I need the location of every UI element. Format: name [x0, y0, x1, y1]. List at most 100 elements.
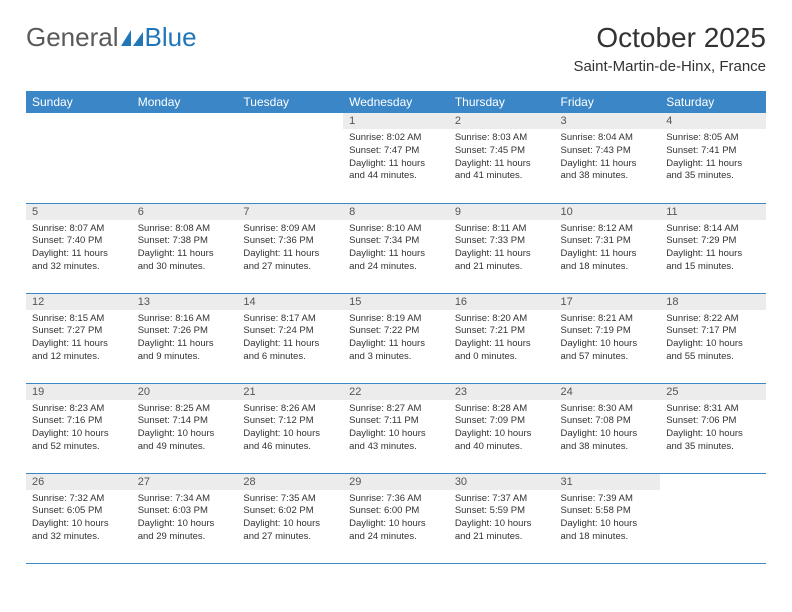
- weekday-header: Saturday: [660, 91, 766, 113]
- day-number: 11: [660, 204, 766, 220]
- calendar-cell: 23Sunrise: 8:28 AMSunset: 7:09 PMDayligh…: [449, 383, 555, 473]
- sunrise-text: Sunrise: 8:07 AM: [32, 223, 126, 236]
- daylight-text-2: and 24 minutes.: [349, 261, 443, 274]
- calendar-cell: 11Sunrise: 8:14 AMSunset: 7:29 PMDayligh…: [660, 203, 766, 293]
- daylight-text-2: and 49 minutes.: [138, 441, 232, 454]
- day-number: 6: [132, 204, 238, 220]
- calendar-cell: 26Sunrise: 7:32 AMSunset: 6:05 PMDayligh…: [26, 473, 132, 563]
- daylight-text-1: Daylight: 11 hours: [455, 158, 549, 171]
- daylight-text-2: and 29 minutes.: [138, 531, 232, 544]
- day-number: 28: [237, 474, 343, 490]
- day-number: 23: [449, 384, 555, 400]
- sunset-text: Sunset: 6:00 PM: [349, 505, 443, 518]
- sunrise-text: Sunrise: 8:30 AM: [561, 403, 655, 416]
- daylight-text-1: Daylight: 10 hours: [243, 518, 337, 531]
- calendar-cell: 28 Sunrise: 7:35 AMSunset: 6:02 PMDayligh…: [237, 473, 343, 563]
- daylight-text-1: Daylight: 10 hours: [666, 338, 760, 351]
- daylight-text-1: Daylight: 11 hours: [666, 248, 760, 261]
- sunset-text: Sunset: 5:58 PM: [561, 505, 655, 518]
- daylight-text-1: Daylight: 10 hours: [455, 518, 549, 531]
- calendar-table: SundayMondayTuesdayWednesdayThursdayFrid…: [26, 91, 766, 564]
- calendar-cell: 31Sunrise: 7:39 AMSunset: 5:58 PMDayligh…: [555, 473, 661, 563]
- day-data: Sunrise: 8:20 AMSunset: 7:21 PMDaylight:…: [449, 310, 555, 368]
- daylight-text-1: Daylight: 10 hours: [32, 428, 126, 441]
- calendar-cell: 21Sunrise: 8:26 AMSunset: 7:12 PMDayligh…: [237, 383, 343, 473]
- daylight-text-2: and 18 minutes.: [561, 531, 655, 544]
- daylight-text-1: Daylight: 10 hours: [561, 338, 655, 351]
- day-number: 27: [132, 474, 238, 490]
- daylight-text-2: and 18 minutes.: [561, 261, 655, 274]
- weekday-header: Sunday: [26, 91, 132, 113]
- sunset-text: Sunset: 6:05 PM: [32, 505, 126, 518]
- calendar-cell: 17Sunrise: 8:21 AMSunset: 7:19 PMDayligh…: [555, 293, 661, 383]
- weekday-header: Monday: [132, 91, 238, 113]
- daylight-text-1: Daylight: 11 hours: [32, 338, 126, 351]
- sunrise-text: Sunrise: 8:16 AM: [138, 313, 232, 326]
- daylight-text-2: and 40 minutes.: [455, 441, 549, 454]
- day-data: Sunrise: 8:22 AMSunset: 7:17 PMDaylight:…: [660, 310, 766, 368]
- sunrise-text: Sunrise: 8:04 AM: [561, 132, 655, 145]
- daylight-text-2: and 41 minutes.: [455, 170, 549, 183]
- calendar-cell: 16Sunrise: 8:20 AMSunset: 7:21 PMDayligh…: [449, 293, 555, 383]
- daylight-text-2: and 57 minutes.: [561, 351, 655, 364]
- day-number: 2: [449, 113, 555, 129]
- day-number: 20: [132, 384, 238, 400]
- daylight-text-2: and 30 minutes.: [138, 261, 232, 274]
- calendar-cell: 29Sunrise: 7:36 AMSunset: 6:00 PMDayligh…: [343, 473, 449, 563]
- daylight-text-1: Daylight: 10 hours: [666, 428, 760, 441]
- day-number: 14: [237, 294, 343, 310]
- sunrise-text: Sunrise: 7:35 AM: [243, 493, 337, 506]
- calendar-cell: 25Sunrise: 8:31 AMSunset: 7:06 PMDayligh…: [660, 383, 766, 473]
- day-number: 30: [449, 474, 555, 490]
- calendar-cell: 27Sunrise: 7:34 AMSunset: 6:03 PMDayligh…: [132, 473, 238, 563]
- month-title: October 2025: [573, 22, 766, 54]
- calendar-week-row: 12Sunrise: 8:15 AMSunset: 7:27 PMDayligh…: [26, 293, 766, 383]
- calendar-week-row: 19Sunrise: 8:23 AMSunset: 7:16 PMDayligh…: [26, 383, 766, 473]
- calendar-cell: 13Sunrise: 8:16 AMSunset: 7:26 PMDayligh…: [132, 293, 238, 383]
- day-data: Sunrise: 8:16 AMSunset: 7:26 PMDaylight:…: [132, 310, 238, 368]
- weekday-header: Friday: [555, 91, 661, 113]
- title-block: October 2025 Saint-Martin-de-Hinx, Franc…: [573, 22, 766, 75]
- daylight-text-2: and 15 minutes.: [666, 261, 760, 274]
- day-number: 13: [132, 294, 238, 310]
- daylight-text-2: and 46 minutes.: [243, 441, 337, 454]
- daylight-text-2: and 27 minutes.: [243, 531, 337, 544]
- day-data: Sunrise: 8:10 AMSunset: 7:34 PMDaylight:…: [343, 220, 449, 278]
- sunset-text: Sunset: 7:38 PM: [138, 235, 232, 248]
- calendar-cell: 30Sunrise: 7:37 AMSunset: 5:59 PMDayligh…: [449, 473, 555, 563]
- daylight-text-2: and 32 minutes.: [32, 261, 126, 274]
- day-number: 24: [555, 384, 661, 400]
- daylight-text-1: Daylight: 10 hours: [561, 518, 655, 531]
- day-number: 3: [555, 113, 661, 129]
- sunset-text: Sunset: 7:24 PM: [243, 325, 337, 338]
- day-data: Sunrise: 7:34 AMSunset: 6:03 PMDaylight:…: [132, 490, 238, 548]
- daylight-text-2: and 35 minutes.: [666, 441, 760, 454]
- day-number: 21: [237, 384, 343, 400]
- daylight-text-2: and 38 minutes.: [561, 441, 655, 454]
- sunrise-text: Sunrise: 8:19 AM: [349, 313, 443, 326]
- sunrise-text: Sunrise: 8:05 AM: [666, 132, 760, 145]
- day-data: Sunrise: 8:15 AMSunset: 7:27 PMDaylight:…: [26, 310, 132, 368]
- weekday-header-row: SundayMondayTuesdayWednesdayThursdayFrid…: [26, 91, 766, 113]
- calendar-cell: 1Sunrise: 8:02 AMSunset: 7:47 PMDaylight…: [343, 113, 449, 203]
- weekday-header: Wednesday: [343, 91, 449, 113]
- day-number: 5: [26, 204, 132, 220]
- sunset-text: Sunset: 7:40 PM: [32, 235, 126, 248]
- calendar-cell: 3Sunrise: 8:04 AMSunset: 7:43 PMDaylight…: [555, 113, 661, 203]
- sunset-text: Sunset: 7:33 PM: [455, 235, 549, 248]
- sunset-text: Sunset: 7:17 PM: [666, 325, 760, 338]
- daylight-text-2: and 27 minutes.: [243, 261, 337, 274]
- sunset-text: Sunset: 7:41 PM: [666, 145, 760, 158]
- sunrise-text: Sunrise: 8:28 AM: [455, 403, 549, 416]
- daylight-text-1: Daylight: 10 hours: [138, 428, 232, 441]
- day-data: Sunrise: 8:25 AMSunset: 7:14 PMDaylight:…: [132, 400, 238, 458]
- daylight-text-1: Daylight: 11 hours: [243, 338, 337, 351]
- day-number: 9: [449, 204, 555, 220]
- sunrise-text: Sunrise: 8:09 AM: [243, 223, 337, 236]
- day-data: Sunrise: 8:02 AMSunset: 7:47 PMDaylight:…: [343, 129, 449, 187]
- day-data: Sunrise: 8:04 AMSunset: 7:43 PMDaylight:…: [555, 129, 661, 187]
- calendar-cell: 10Sunrise: 8:12 AMSunset: 7:31 PMDayligh…: [555, 203, 661, 293]
- sunset-text: Sunset: 6:02 PM: [243, 505, 337, 518]
- calendar-week-row: 5 Sunrise: 8:07 AMSunset: 7:40 PM Daylight…: [26, 203, 766, 293]
- daylight-text-1: Daylight: 11 hours: [243, 248, 337, 261]
